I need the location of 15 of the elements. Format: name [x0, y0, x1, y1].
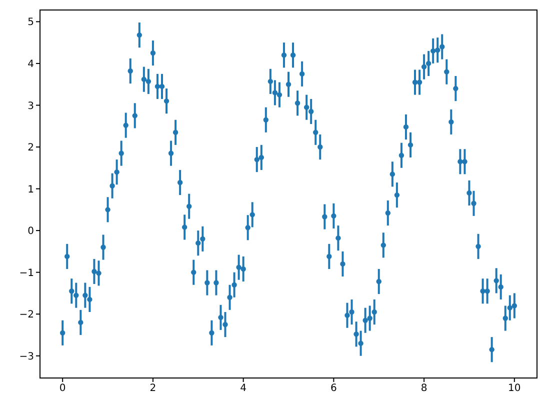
- x-tick-label: 10: [508, 383, 521, 394]
- y-tick-label: 4: [28, 59, 34, 70]
- x-tick-label: 6: [330, 383, 337, 394]
- x-tick-label: 2: [150, 383, 156, 394]
- y-tick-label: −2: [19, 310, 34, 321]
- x-tick-label: 0: [59, 383, 66, 394]
- y-tick-label: −3: [19, 351, 34, 362]
- y-tick-label: −1: [19, 268, 34, 279]
- x-tick-label: 8: [420, 383, 428, 394]
- y-tick-label: 1: [28, 184, 34, 196]
- y-tick-label: 3: [28, 100, 34, 112]
- y-tick-label: 5: [28, 17, 34, 28]
- x-tick-label: 4: [240, 383, 247, 394]
- y-tick-label: 0: [28, 226, 34, 238]
- y-tick-label: 2: [28, 142, 34, 154]
